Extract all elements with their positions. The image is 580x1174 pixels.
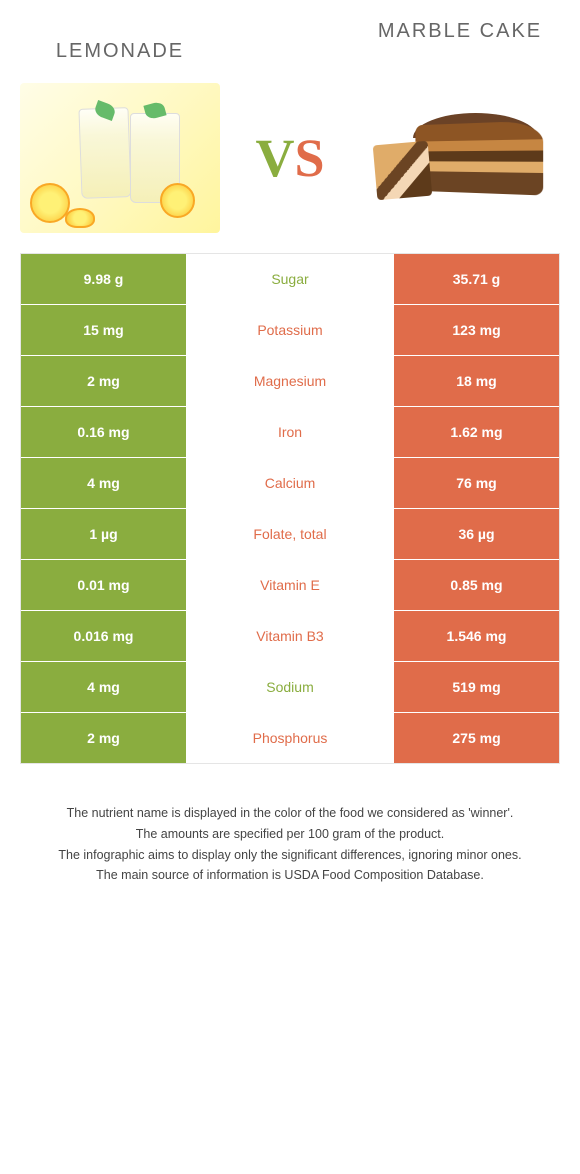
nutrient-row: 2 mgMagnesium18 mg — [21, 356, 559, 407]
glass-icon — [78, 107, 131, 199]
food-title-right: Marble cake — [360, 20, 560, 43]
vs-s-letter: S — [294, 127, 324, 189]
food-title-left: Lemonade — [20, 20, 220, 63]
nutrient-value-left: 15 mg — [21, 305, 186, 355]
nutrient-value-left: 4 mg — [21, 662, 186, 712]
nutrient-value-right: 0.85 mg — [394, 560, 559, 610]
lemon-icon — [160, 183, 195, 218]
nutrient-row: 15 mgPotassium123 mg — [21, 305, 559, 356]
nutrient-row: 0.016 mgVitamin B31.546 mg — [21, 611, 559, 662]
nutrient-label: Magnesium — [186, 356, 394, 406]
cake-icon — [415, 120, 543, 195]
nutrient-value-right: 123 mg — [394, 305, 559, 355]
nutrient-value-right: 35.71 g — [394, 254, 559, 304]
nutrient-label: Folate, total — [186, 509, 394, 559]
images-row: VS — [20, 83, 560, 233]
nutrient-value-right: 1.62 mg — [394, 407, 559, 457]
nutrient-label: Phosphorus — [186, 713, 394, 763]
nutrient-row: 0.16 mgIron1.62 mg — [21, 407, 559, 458]
nutrient-value-left: 2 mg — [21, 356, 186, 406]
nutrient-table: 9.98 gSugar35.71 g15 mgPotassium123 mg2 … — [20, 253, 560, 764]
nutrient-value-right: 275 mg — [394, 713, 559, 763]
footnote-line: The main source of information is USDA F… — [30, 866, 550, 885]
footnote-line: The nutrient name is displayed in the co… — [30, 804, 550, 823]
nutrient-value-left: 0.016 mg — [21, 611, 186, 661]
food-image-right — [360, 83, 560, 233]
nutrient-value-right: 519 mg — [394, 662, 559, 712]
nutrient-value-left: 1 µg — [21, 509, 186, 559]
nutrient-row: 9.98 gSugar35.71 g — [21, 254, 559, 305]
nutrient-value-right: 1.546 mg — [394, 611, 559, 661]
vs-v-letter: V — [255, 127, 294, 189]
nutrient-value-left: 0.16 mg — [21, 407, 186, 457]
footnote-line: The amounts are specified per 100 gram o… — [30, 825, 550, 844]
lemon-icon — [65, 208, 95, 228]
nutrient-value-right: 36 µg — [394, 509, 559, 559]
cake-slice-icon — [373, 141, 433, 201]
nutrient-row: 0.01 mgVitamin E0.85 mg — [21, 560, 559, 611]
nutrient-value-left: 2 mg — [21, 713, 186, 763]
nutrient-value-right: 18 mg — [394, 356, 559, 406]
nutrient-row: 4 mgCalcium76 mg — [21, 458, 559, 509]
header: Lemonade Marble cake — [20, 20, 560, 63]
footnote-line: The infographic aims to display only the… — [30, 846, 550, 865]
nutrient-label: Sugar — [186, 254, 394, 304]
nutrient-label: Vitamin E — [186, 560, 394, 610]
nutrient-value-left: 0.01 mg — [21, 560, 186, 610]
infographic-container: Lemonade Marble cake VS 9.98 gSugar35.71… — [0, 0, 580, 907]
nutrient-value-left: 4 mg — [21, 458, 186, 508]
nutrient-value-right: 76 mg — [394, 458, 559, 508]
nutrient-value-left: 9.98 g — [21, 254, 186, 304]
nutrient-row: 2 mgPhosphorus275 mg — [21, 713, 559, 763]
nutrient-row: 4 mgSodium519 mg — [21, 662, 559, 713]
nutrient-row: 1 µgFolate, total36 µg — [21, 509, 559, 560]
nutrient-label: Potassium — [186, 305, 394, 355]
vs-badge: VS — [255, 127, 324, 189]
nutrient-label: Vitamin B3 — [186, 611, 394, 661]
nutrient-label: Sodium — [186, 662, 394, 712]
nutrient-label: Calcium — [186, 458, 394, 508]
nutrient-label: Iron — [186, 407, 394, 457]
lemon-icon — [30, 183, 70, 223]
footnotes: The nutrient name is displayed in the co… — [20, 804, 560, 885]
food-image-left — [20, 83, 220, 233]
